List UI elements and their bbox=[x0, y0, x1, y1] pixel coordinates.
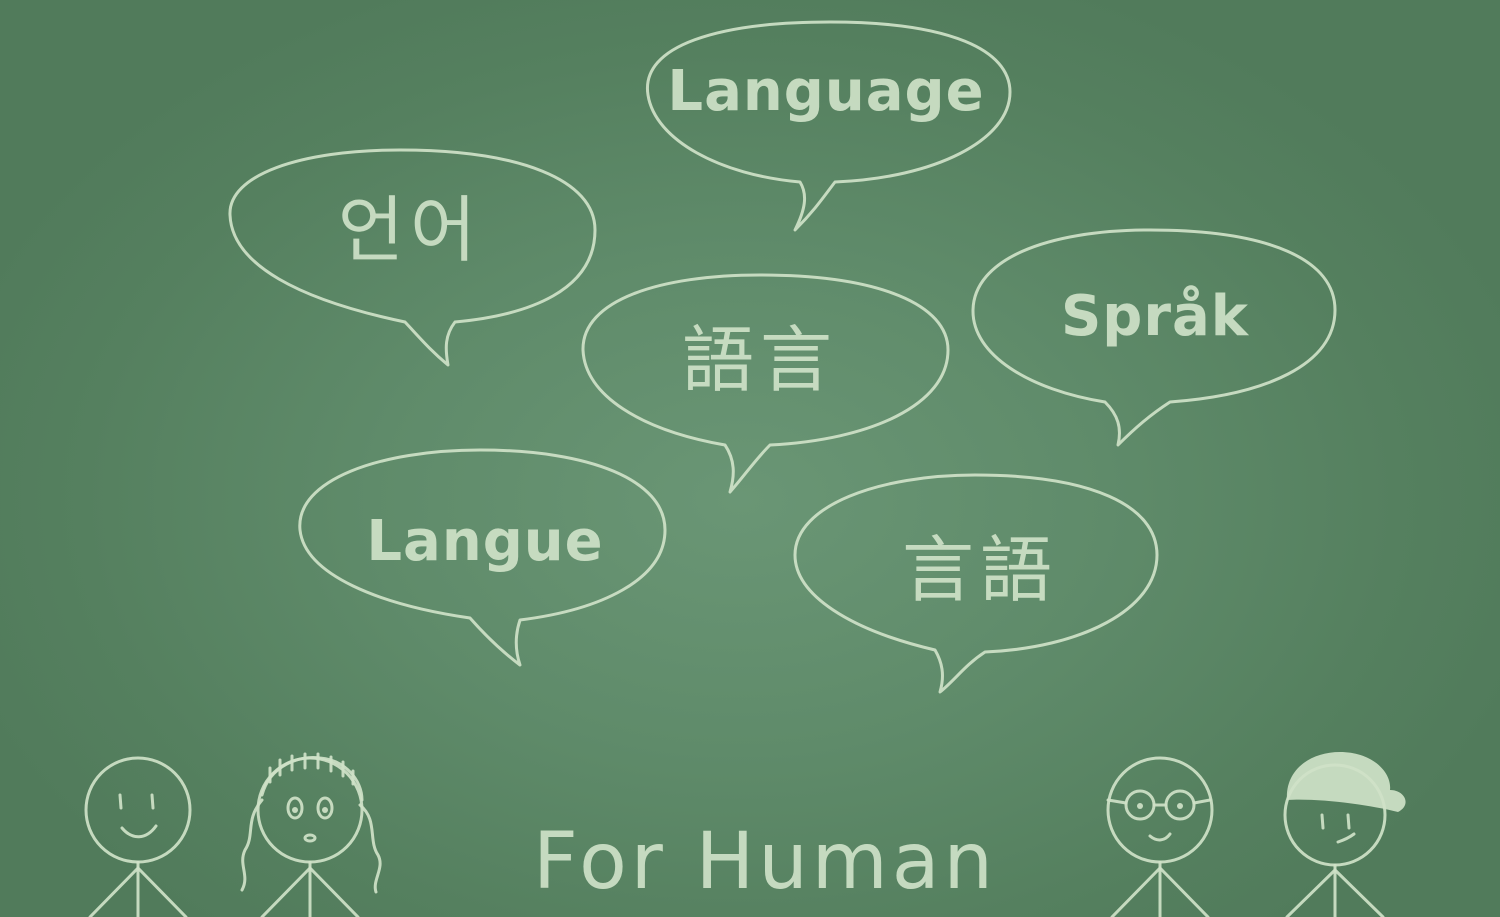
caption-for-human: For Human bbox=[533, 817, 997, 907]
bubble-label-chinese: 語言 bbox=[682, 318, 838, 402]
bubble-label-swedish: Språk bbox=[1061, 284, 1250, 349]
person-with-glasses-icon bbox=[1106, 756, 1214, 917]
speech-bubble-chinese: 語言 bbox=[581, 273, 950, 494]
bubble-label-korean: 언어 bbox=[338, 188, 482, 272]
speech-bubble-japanese: 言語 bbox=[793, 473, 1159, 694]
speech-bubble-korean: 언어 bbox=[228, 148, 597, 367]
girl-with-curly-hair-icon bbox=[240, 752, 382, 917]
speech-bubble-language: Language bbox=[646, 20, 1012, 232]
bubble-label-japanese: 言語 bbox=[902, 528, 1058, 612]
speech-bubble-swedish: Språk bbox=[971, 228, 1337, 447]
person-with-cap-icon bbox=[1283, 752, 1406, 917]
smiling-person-icon bbox=[84, 756, 192, 917]
speech-bubble-french: Langue bbox=[298, 448, 667, 667]
bubble-label-french: Langue bbox=[366, 509, 603, 574]
bubble-label-language: Language bbox=[667, 59, 984, 124]
